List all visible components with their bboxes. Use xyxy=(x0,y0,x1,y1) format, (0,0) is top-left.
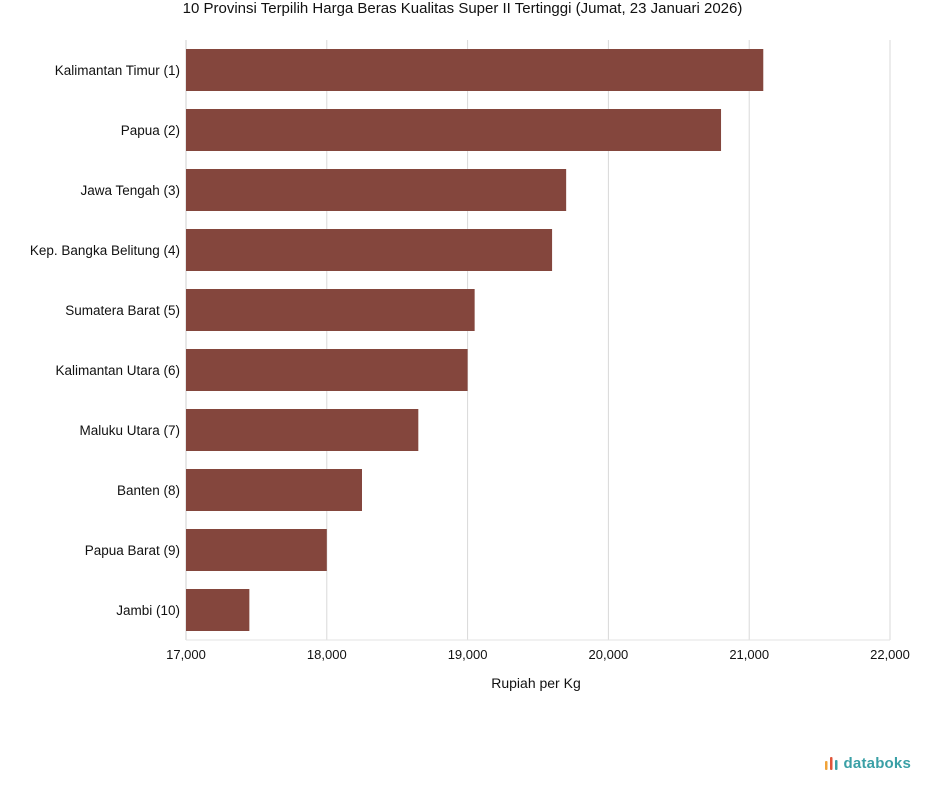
category-label: Jambi (10) xyxy=(116,603,180,618)
bar xyxy=(186,589,250,631)
category-label: Banten (8) xyxy=(117,483,180,498)
bar xyxy=(186,169,567,211)
category-label: Kalimantan Timur (1) xyxy=(55,63,180,78)
bar xyxy=(186,109,722,151)
category-label: Sumatera Barat (5) xyxy=(65,303,180,318)
category-label: Kalimantan Utara (6) xyxy=(55,363,180,378)
x-axis-label: Rupiah per Kg xyxy=(491,675,581,691)
bar xyxy=(186,409,419,451)
x-tick-label: 21,000 xyxy=(729,647,769,662)
bar xyxy=(186,289,475,331)
x-tick-label: 17,000 xyxy=(166,647,206,662)
databoks-logo-icon xyxy=(824,757,838,770)
x-tick-label: 22,000 xyxy=(870,647,910,662)
brand-name: databoks xyxy=(843,754,911,772)
bar xyxy=(186,49,764,91)
chart-title: 10 Provinsi Terpilih Harga Beras Kualita… xyxy=(182,0,743,17)
x-tick-label: 19,000 xyxy=(448,647,488,662)
category-labels: Kalimantan Timur (1) Papua (2) Jawa Tengah… xyxy=(30,63,180,618)
category-label: Jawa Tengah (3) xyxy=(80,183,180,198)
bar xyxy=(186,469,362,511)
bar xyxy=(186,349,468,391)
category-label: Maluku Utara (7) xyxy=(79,423,180,438)
bars xyxy=(186,49,764,631)
category-label: Papua (2) xyxy=(121,123,180,138)
x-tick-label: 20,000 xyxy=(589,647,629,662)
category-label: Kep. Bangka Belitung (4) xyxy=(30,243,180,258)
brand-logo: databoks xyxy=(823,754,911,772)
category-label: Papua Barat (9) xyxy=(85,543,180,558)
x-tick-labels: 17,000 18,000 19,000 20,000 21,000 22,000 xyxy=(166,647,910,662)
bar xyxy=(186,229,553,271)
bar xyxy=(186,529,327,571)
x-tick-label: 18,000 xyxy=(307,647,347,662)
